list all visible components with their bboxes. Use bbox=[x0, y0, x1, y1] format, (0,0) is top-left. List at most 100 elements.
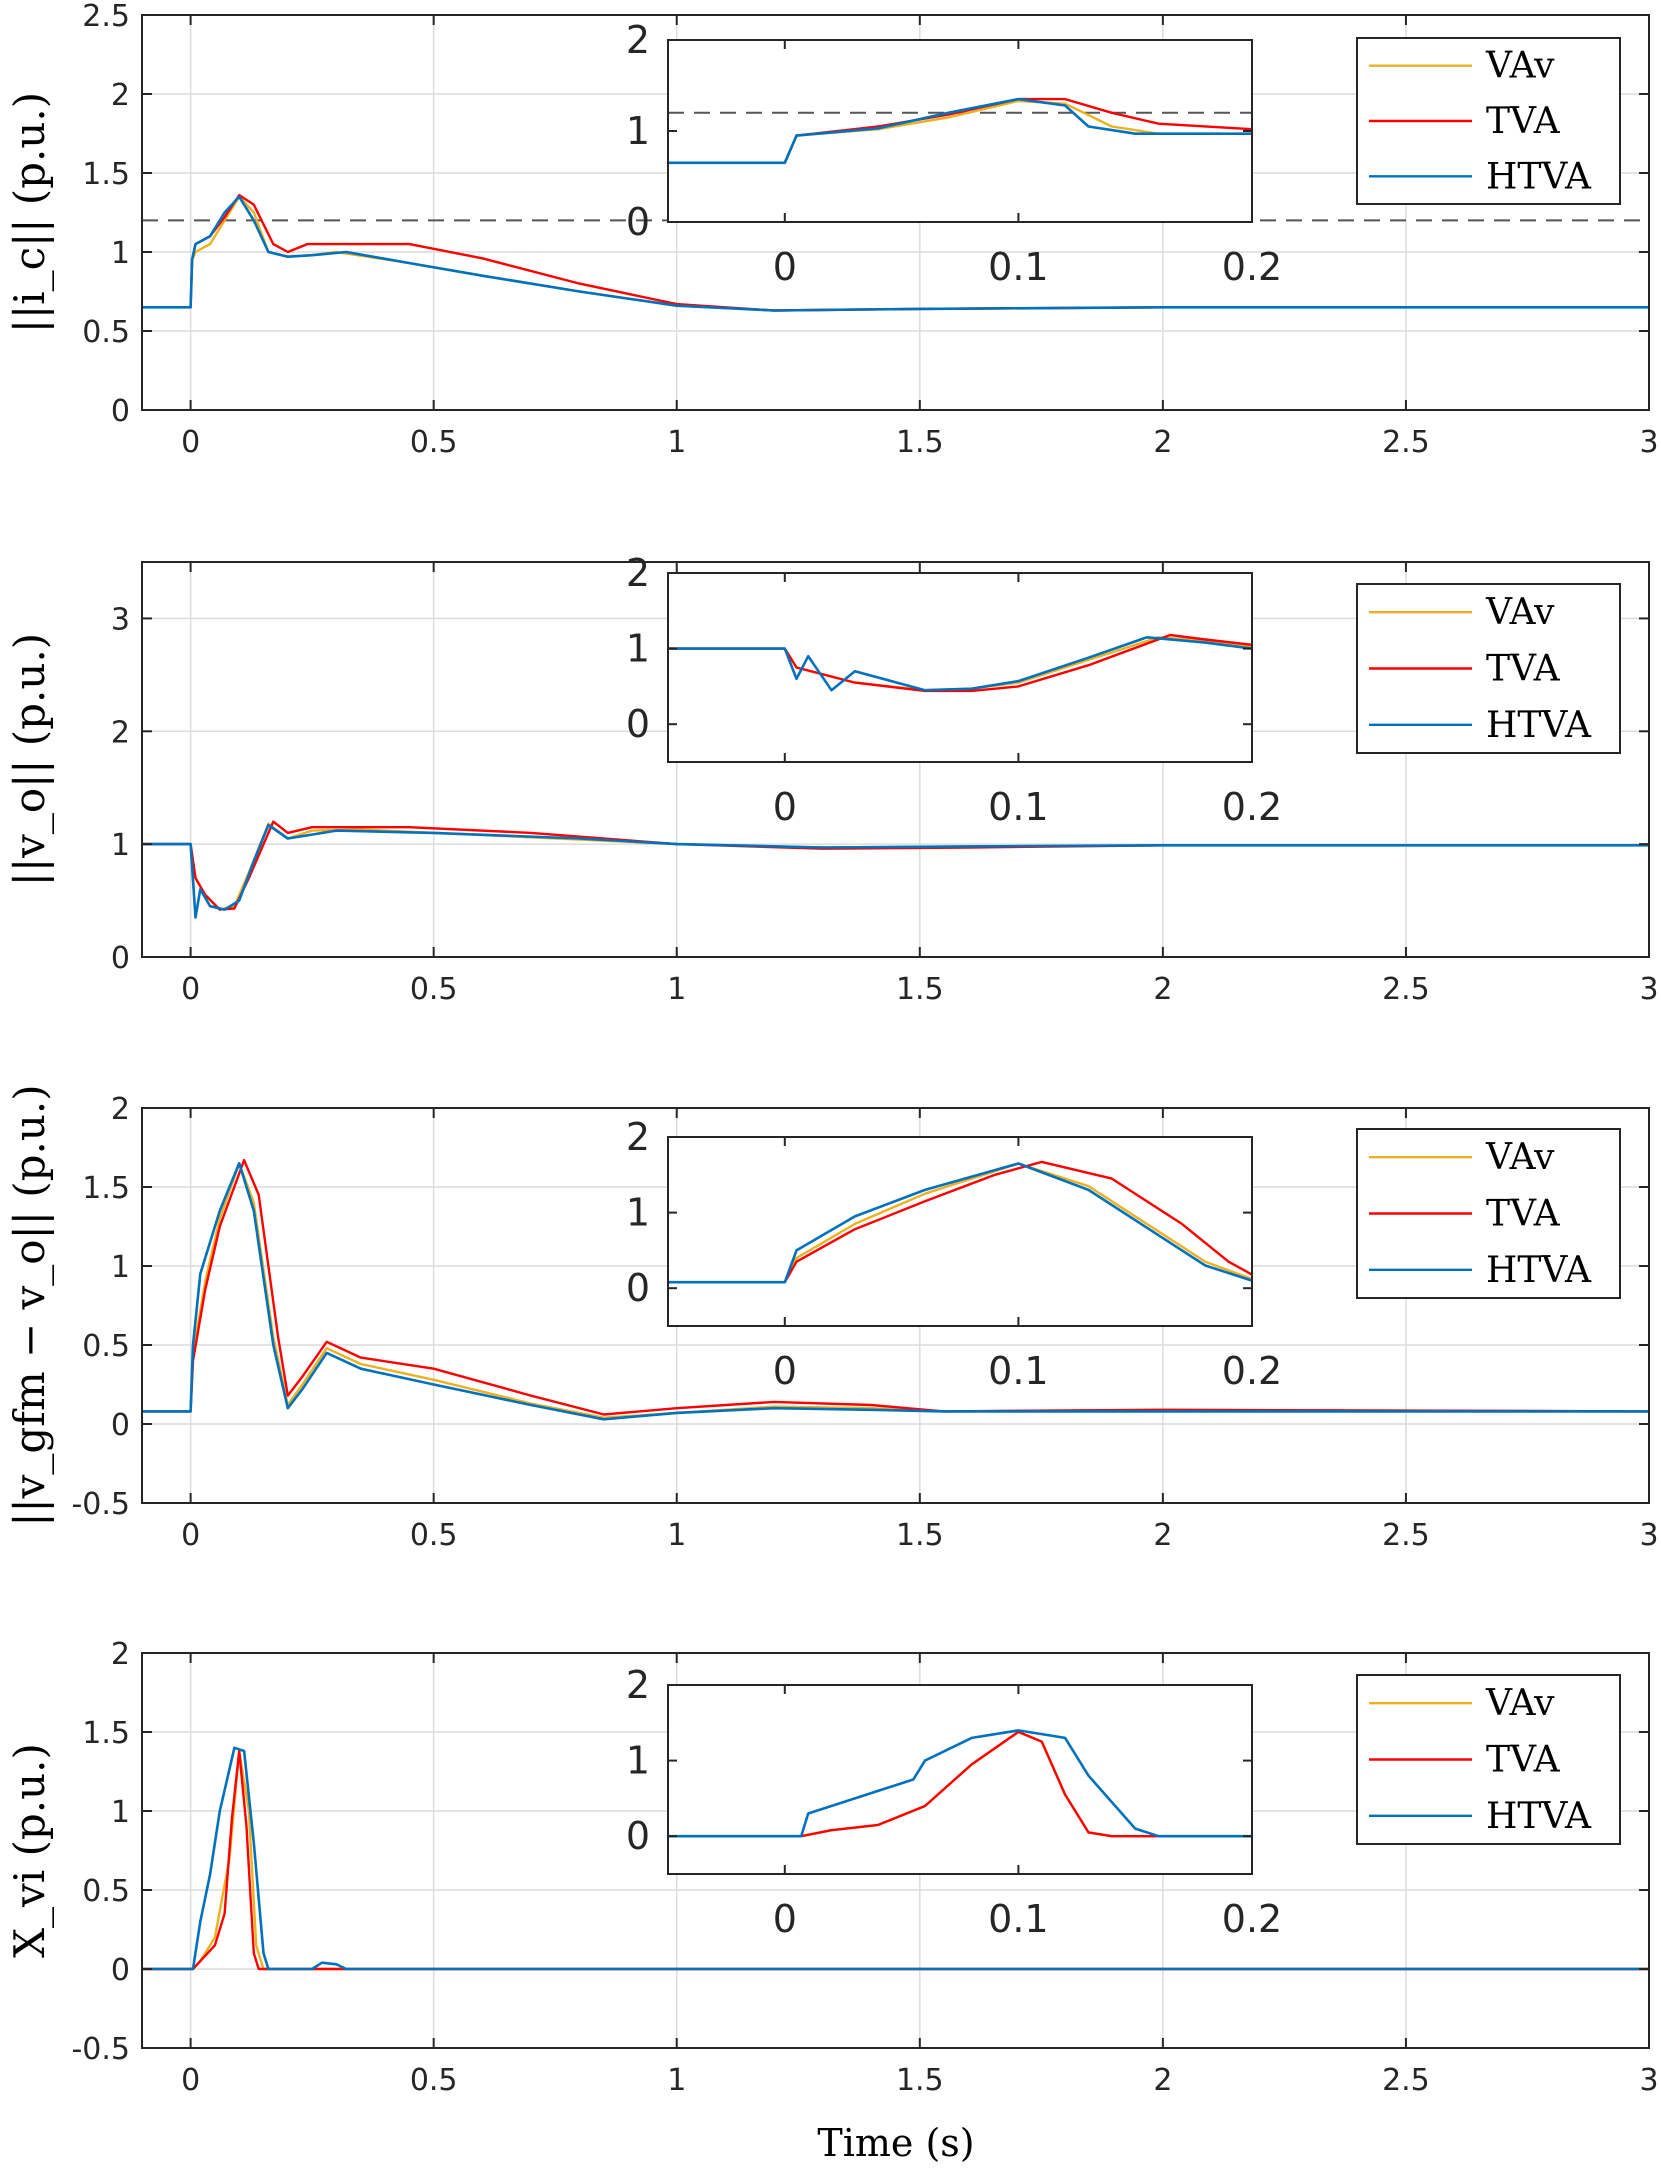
inset-y-tick-label: 2 bbox=[626, 1115, 650, 1159]
series-group bbox=[142, 1158, 1649, 1421]
legend-label-vav: VAv bbox=[1485, 1137, 1555, 1178]
inset-y-tick-label: 1 bbox=[626, 109, 650, 153]
y-tick-label: 1 bbox=[111, 1795, 130, 1830]
x-tick-label: 3 bbox=[1639, 972, 1658, 1007]
legend-label-tva: TVA bbox=[1486, 649, 1561, 690]
legend-label-vav: VAv bbox=[1485, 592, 1555, 633]
y-tick-label: 1 bbox=[111, 1250, 130, 1285]
inset-series-line-htva bbox=[668, 1729, 1252, 1838]
x-tick-label: 1 bbox=[667, 2063, 686, 2098]
y-tick-label: 2 bbox=[111, 715, 130, 750]
legend: VAv TVA HTVA bbox=[1356, 37, 1621, 205]
inset-y-tick-label: 1 bbox=[626, 627, 650, 671]
x-tick-label: 1 bbox=[667, 1518, 686, 1553]
legend: VAv TVA HTVA bbox=[1356, 583, 1621, 754]
x-tick-label: 0 bbox=[181, 972, 200, 1007]
x-tick-label: 3 bbox=[1639, 2063, 1658, 2098]
y-tick-label: 2 bbox=[111, 1092, 130, 1127]
axes-frame bbox=[141, 1107, 1650, 1504]
series-group bbox=[142, 193, 1649, 312]
series-line-tva bbox=[142, 1158, 1649, 1416]
subplot-2: 0 0.5 1 1.5 2 2.5 3 0 1 2 3 ||v_o|| (p.u.) 0 0.1 0.2 0 1… bbox=[5, 551, 1659, 1007]
y-tick-label: 1 bbox=[111, 828, 130, 863]
inset-x-tick-label: 0.1 bbox=[988, 245, 1048, 289]
y-axis-label: X_vi (p.u.) bbox=[5, 1743, 54, 1958]
x-tick-label: 0 bbox=[181, 1518, 200, 1553]
x-tick-label: 1.5 bbox=[896, 2063, 944, 2098]
series-line-vav bbox=[142, 1162, 1649, 1419]
legend-label-htva: HTVA bbox=[1486, 1250, 1592, 1291]
series-line-htva bbox=[142, 1162, 1649, 1421]
x-tick-label: 0.5 bbox=[410, 972, 458, 1007]
subplot-3: 0 0.5 1 1.5 2 2.5 3 -0.5 0 0.5 1 1.5 2 ||v_gfm − v_o|… bbox=[5, 1084, 1659, 1553]
x-tick-label: 0 bbox=[181, 425, 200, 460]
legend-label-htva: HTVA bbox=[1486, 705, 1592, 746]
axes-frame bbox=[141, 14, 1650, 411]
inset-x-tick-label: 0.2 bbox=[1222, 245, 1282, 289]
series-group bbox=[142, 820, 1649, 919]
x-tick-label: 0 bbox=[181, 2063, 200, 2098]
x-tick-label: 0.5 bbox=[410, 425, 458, 460]
series-group bbox=[142, 1746, 1649, 1971]
x-tick-label: 3 bbox=[1639, 425, 1658, 460]
inset-y-tick-label: 0 bbox=[626, 200, 650, 244]
inset-x-tick-label: 0.1 bbox=[988, 1349, 1048, 1393]
inset-x-tick-label: 0.2 bbox=[1222, 1349, 1282, 1393]
x-tick-label: 1 bbox=[667, 425, 686, 460]
legend-label-tva: TVA bbox=[1486, 1194, 1561, 1235]
inset-x-tick-label: 0 bbox=[773, 1897, 797, 1941]
inset-y-tick-label: 1 bbox=[626, 1739, 650, 1783]
inset-x-tick-label: 0.1 bbox=[988, 785, 1048, 829]
axes-frame bbox=[141, 1652, 1650, 2049]
legend: VAv TVA HTVA bbox=[1356, 1674, 1621, 1845]
inset-axes-frame bbox=[667, 572, 1253, 763]
inset-y-tick-label: 2 bbox=[626, 1663, 650, 1707]
inset-series-line-htva bbox=[668, 97, 1252, 165]
inset-series-line-tva bbox=[668, 1730, 1252, 1838]
x-tick-label: 2 bbox=[1153, 1518, 1172, 1553]
y-axis-label: ||v_gfm − v_o|| (p.u.) bbox=[5, 1084, 54, 1526]
legend-label-htva: HTVA bbox=[1486, 1796, 1592, 1837]
y-tick-label: -0.5 bbox=[71, 2032, 130, 2067]
inset-x-tick-label: 0 bbox=[773, 245, 797, 289]
inset-y-tick-label: 0 bbox=[626, 1814, 650, 1858]
y-tick-label: 2.5 bbox=[82, 0, 130, 34]
inset-series-line-tva bbox=[668, 633, 1252, 693]
axes-frame bbox=[141, 561, 1650, 958]
y-tick-label: 2 bbox=[111, 78, 130, 113]
inset-y-tick-label: 1 bbox=[626, 1191, 650, 1235]
y-tick-label: 1 bbox=[111, 236, 130, 271]
inset-y-tick-label: 0 bbox=[626, 702, 650, 746]
y-tick-label: 0.5 bbox=[82, 315, 130, 350]
inset-plot-area bbox=[668, 573, 1252, 762]
y-axis-label: ||v_o|| (p.u.) bbox=[5, 633, 54, 886]
y-tick-label: 0 bbox=[111, 1408, 130, 1443]
subplot-4: 0 0.5 1 1.5 2 2.5 3 -0.5 0 0.5 1 1.5 2 X_vi (p.u.) 0 0.… bbox=[5, 1637, 1659, 2098]
x-tick-label: 2.5 bbox=[1382, 2063, 1430, 2098]
x-tick-label: 2.5 bbox=[1382, 972, 1430, 1007]
x-axis-label: Time (s) bbox=[817, 2121, 974, 2165]
subplot-1: 0 0.5 1 1.5 2 2.5 3 0 0.5 1 1.5 2 2.5 ||i_c|| (p.u.) 0… bbox=[5, 0, 1659, 460]
x-tick-label: 2 bbox=[1153, 2063, 1172, 2098]
inset-axes-frame bbox=[667, 1136, 1253, 1327]
inset-y-tick-label: 0 bbox=[626, 1266, 650, 1310]
inset-plot: 0 0.1 0.2 0 1 2 bbox=[626, 1115, 1282, 1393]
x-tick-label: 0.5 bbox=[410, 2063, 458, 2098]
x-tick-label: 2.5 bbox=[1382, 1518, 1430, 1553]
inset-series-group bbox=[668, 633, 1252, 693]
inset-y-tick-label: 2 bbox=[626, 551, 650, 595]
series-line-htva bbox=[142, 195, 1649, 312]
x-tick-label: 0.5 bbox=[410, 1518, 458, 1553]
inset-series-group bbox=[668, 1160, 1252, 1284]
legend: VAv TVA HTVA bbox=[1356, 1128, 1621, 1299]
inset-plot-area bbox=[668, 40, 1252, 222]
inset-series-line-tva bbox=[668, 1160, 1252, 1284]
inset-plot: 0 0.1 0.2 0 1 2 bbox=[626, 551, 1282, 829]
x-tick-label: 2.5 bbox=[1382, 425, 1430, 460]
y-tick-label: 1.5 bbox=[82, 1716, 130, 1751]
y-tick-label: 0.5 bbox=[82, 1329, 130, 1364]
inset-x-tick-label: 0.2 bbox=[1222, 1897, 1282, 1941]
inset-plot: 0 0.1 0.2 0 1 2 bbox=[626, 18, 1282, 289]
inset-x-tick-label: 0 bbox=[773, 785, 797, 829]
